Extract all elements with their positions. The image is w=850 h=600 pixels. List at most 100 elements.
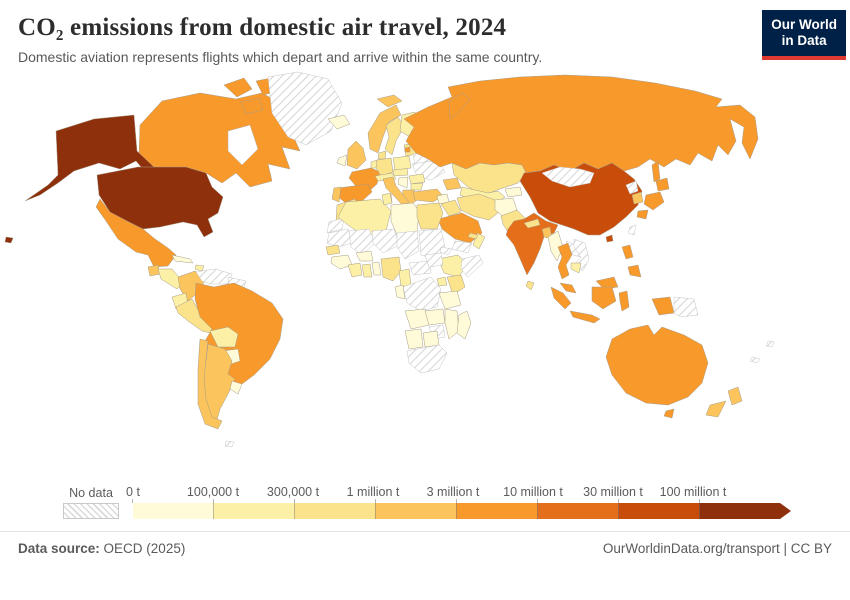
country-mozambique[interactable] xyxy=(444,308,460,340)
country-australia[interactable] xyxy=(605,324,709,406)
country-gabon-congo[interactable] xyxy=(394,284,406,300)
country-uganda[interactable] xyxy=(436,276,448,287)
country-balkans[interactable] xyxy=(397,176,409,189)
country-south-korea[interactable] xyxy=(631,191,644,205)
country-cambodia[interactable] xyxy=(570,262,582,274)
country-japan-hokkaido[interactable] xyxy=(655,177,670,192)
country-kyrgyzstan-tajikistan[interactable] xyxy=(504,186,523,198)
country-iran[interactable] xyxy=(456,193,500,221)
country-chad[interactable] xyxy=(396,230,420,260)
country-new-caledonia[interactable] xyxy=(749,356,761,364)
country-indonesia-java[interactable] xyxy=(569,310,601,324)
country-mongolia[interactable] xyxy=(541,166,595,188)
country-bolivia[interactable] xyxy=(209,326,239,348)
country-portugal[interactable] xyxy=(331,186,342,203)
country-sakhalin[interactable] xyxy=(651,160,661,183)
country-china[interactable] xyxy=(519,162,643,236)
country-sri-lanka[interactable] xyxy=(525,280,535,291)
country-japan-kyushu[interactable] xyxy=(636,209,649,220)
country-poland[interactable] xyxy=(392,155,412,171)
country-united-states[interactable] xyxy=(96,166,224,238)
country-russia[interactable] xyxy=(403,74,759,174)
country-somalia[interactable] xyxy=(460,254,484,278)
country-indonesia-sumatra[interactable] xyxy=(550,286,572,310)
country-nigeria[interactable] xyxy=(380,256,402,282)
country-ghana[interactable] xyxy=(361,263,373,278)
country-norway[interactable] xyxy=(367,104,402,154)
country-central-african-republic[interactable] xyxy=(408,260,432,276)
country-caucasus[interactable] xyxy=(442,177,462,191)
legend-segment[interactable] xyxy=(132,499,213,519)
country-south-africa[interactable] xyxy=(406,344,448,374)
country-north-korea[interactable] xyxy=(625,180,639,195)
country-indonesia-kalimantan[interactable] xyxy=(591,286,617,310)
country-canada-arctic-3[interactable] xyxy=(240,97,264,115)
country-italy[interactable] xyxy=(382,176,410,207)
country-thailand[interactable] xyxy=(557,242,573,280)
legend-segment[interactable] xyxy=(618,499,699,519)
country-chile[interactable] xyxy=(197,338,223,430)
country-falkland-islands[interactable] xyxy=(224,440,235,448)
country-greenland[interactable] xyxy=(267,71,343,146)
country-taiwan[interactable] xyxy=(627,224,637,236)
country-cameroon[interactable] xyxy=(398,268,412,288)
country-novaya-zemlya[interactable] xyxy=(448,92,471,120)
country-fiji[interactable] xyxy=(765,340,775,348)
country-indonesia-sulawesi[interactable] xyxy=(618,290,630,312)
country-south-sudan[interactable] xyxy=(424,252,444,268)
country-libya[interactable] xyxy=(390,202,420,236)
legend-segment[interactable] xyxy=(699,499,780,519)
country-france[interactable] xyxy=(348,167,381,194)
country-philippines-luzon[interactable] xyxy=(621,244,634,260)
country-canada-arctic-1[interactable] xyxy=(223,77,253,98)
country-svalbard[interactable] xyxy=(376,94,403,108)
country-niger[interactable] xyxy=(371,228,400,254)
country-denmark[interactable] xyxy=(377,150,387,160)
country-madagascar[interactable] xyxy=(456,310,472,340)
country-japan-honshu[interactable] xyxy=(643,191,665,211)
country-malaysia-peninsula[interactable] xyxy=(559,282,577,294)
country-sweden[interactable] xyxy=(384,116,405,156)
country-romania[interactable] xyxy=(408,173,426,185)
country-indonesia-papua[interactable] xyxy=(651,296,675,316)
owid-logo[interactable]: Our World in Data xyxy=(762,10,846,60)
country-latvia[interactable] xyxy=(404,146,411,153)
country-cuba[interactable] xyxy=(171,254,194,264)
legend-segment[interactable] xyxy=(537,499,618,519)
country-tanzania[interactable] xyxy=(438,290,462,310)
country-yemen[interactable] xyxy=(451,240,473,254)
country-mali[interactable] xyxy=(348,228,376,256)
country-iraq[interactable] xyxy=(440,199,462,217)
legend-no-data[interactable]: No data xyxy=(63,486,119,519)
legend-segment[interactable] xyxy=(375,499,456,519)
country-ivory-coast[interactable] xyxy=(347,262,363,278)
country-namibia[interactable] xyxy=(404,328,424,350)
country-dr-congo[interactable] xyxy=(402,276,442,312)
country-united-kingdom[interactable] xyxy=(346,140,367,170)
country-myanmar[interactable] xyxy=(547,230,564,262)
legend-segment[interactable] xyxy=(213,499,294,519)
country-philippines-mindanao[interactable] xyxy=(627,264,642,278)
country-kenya[interactable] xyxy=(446,274,466,296)
country-tasmania[interactable] xyxy=(663,408,675,419)
country-bulgaria[interactable] xyxy=(410,182,424,191)
country-hawaii[interactable] xyxy=(4,236,14,244)
country-uae[interactable] xyxy=(467,232,479,240)
country-new-zealand-north[interactable] xyxy=(727,386,743,406)
country-new-zealand-south[interactable] xyxy=(705,400,727,418)
country-senegal[interactable] xyxy=(325,244,341,256)
country-mauritania[interactable] xyxy=(326,228,353,248)
country-tunisia[interactable] xyxy=(381,192,393,206)
country-papua-new-guinea[interactable] xyxy=(673,296,699,318)
country-nepal[interactable] xyxy=(523,218,541,229)
legend-segment[interactable] xyxy=(294,499,375,519)
country-egypt[interactable] xyxy=(416,202,444,230)
country-hainan[interactable] xyxy=(605,234,614,243)
country-burkina-faso[interactable] xyxy=(355,250,374,262)
country-hispaniola[interactable] xyxy=(194,264,205,272)
country-guinea[interactable] xyxy=(330,254,353,270)
legend-segment[interactable] xyxy=(456,499,537,519)
country-iceland[interactable] xyxy=(327,114,351,130)
country-togo-benin[interactable] xyxy=(371,261,382,276)
country-malaysia-borneo[interactable] xyxy=(595,276,619,290)
